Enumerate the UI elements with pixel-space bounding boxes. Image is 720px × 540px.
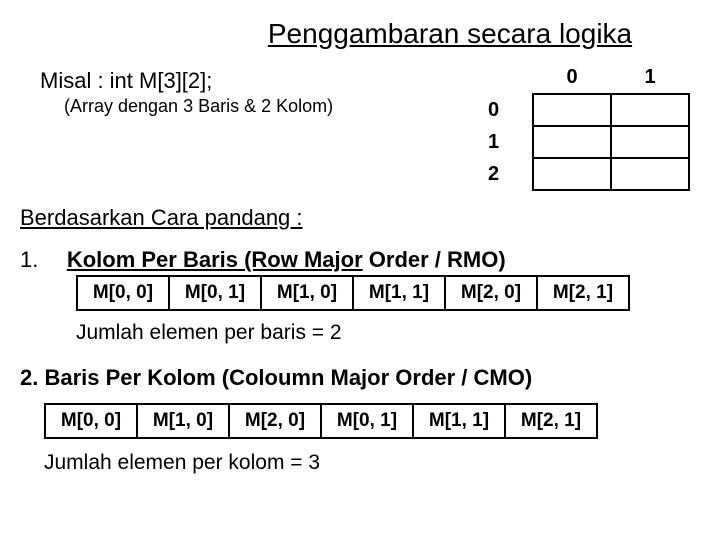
cmo-cells: M[0, 0] M[1, 0] M[2, 0] M[0, 1] M[1, 1] … bbox=[44, 403, 598, 439]
rmo-cells: M[0, 0] M[0, 1] M[1, 0] M[1, 1] M[2, 0] … bbox=[76, 275, 630, 311]
declaration-line: Misal : int M[3][2]; bbox=[40, 68, 435, 94]
array-cell: M[0, 1] bbox=[321, 404, 413, 438]
grid-block: 0 1 0 1 2 bbox=[455, 62, 690, 191]
item-number: 1. bbox=[20, 247, 38, 273]
item-1: 1. Kolom Per Baris (Row Major Order / RM… bbox=[0, 247, 720, 345]
declaration-block: Misal : int M[3][2]; (Array dengan 3 Bar… bbox=[40, 68, 435, 117]
grid-cell bbox=[533, 126, 611, 158]
section-header: Berdasarkan Cara pandang : bbox=[0, 205, 720, 231]
array-cell: M[2, 1] bbox=[537, 276, 629, 310]
declaration-sub: (Array dengan 3 Baris & 2 Kolom) bbox=[40, 96, 435, 117]
grid-cell bbox=[533, 94, 611, 126]
grid-cell bbox=[611, 158, 689, 190]
col-header: 0 bbox=[533, 62, 611, 94]
array-cell: M[0, 1] bbox=[169, 276, 261, 310]
grid-cell bbox=[611, 126, 689, 158]
array-cell: M[0, 0] bbox=[45, 404, 137, 438]
array-cell: M[2, 1] bbox=[505, 404, 597, 438]
row-header: 1 bbox=[455, 126, 533, 158]
grid-cell bbox=[611, 94, 689, 126]
col-header: 1 bbox=[611, 62, 689, 94]
grid-cell bbox=[533, 158, 611, 190]
rmo-summary: Jumlah elemen per baris = 2 bbox=[20, 321, 720, 345]
array-cell: M[2, 0] bbox=[229, 404, 321, 438]
page-title: Penggambaran secara logika bbox=[0, 0, 720, 50]
array-cell: M[0, 0] bbox=[77, 276, 169, 310]
cmo-summary: Jumlah elemen per kolom = 3 bbox=[0, 451, 720, 475]
array-cell: M[2, 0] bbox=[445, 276, 537, 310]
array-cell: M[1, 1] bbox=[413, 404, 505, 438]
array-cell: M[1, 1] bbox=[353, 276, 445, 310]
array-cell: M[1, 0] bbox=[137, 404, 229, 438]
row-header: 2 bbox=[455, 158, 533, 190]
item-2-title: 2. Baris Per Kolom (Coloumn Major Order … bbox=[0, 365, 720, 391]
top-section: Misal : int M[3][2]; (Array dengan 3 Bar… bbox=[0, 50, 720, 191]
item-title: Kolom Per Baris (Row Major Order / RMO) bbox=[67, 247, 506, 273]
array-grid: 0 1 0 1 2 bbox=[455, 62, 690, 191]
array-cell: M[1, 0] bbox=[261, 276, 353, 310]
row-header: 0 bbox=[455, 94, 533, 126]
